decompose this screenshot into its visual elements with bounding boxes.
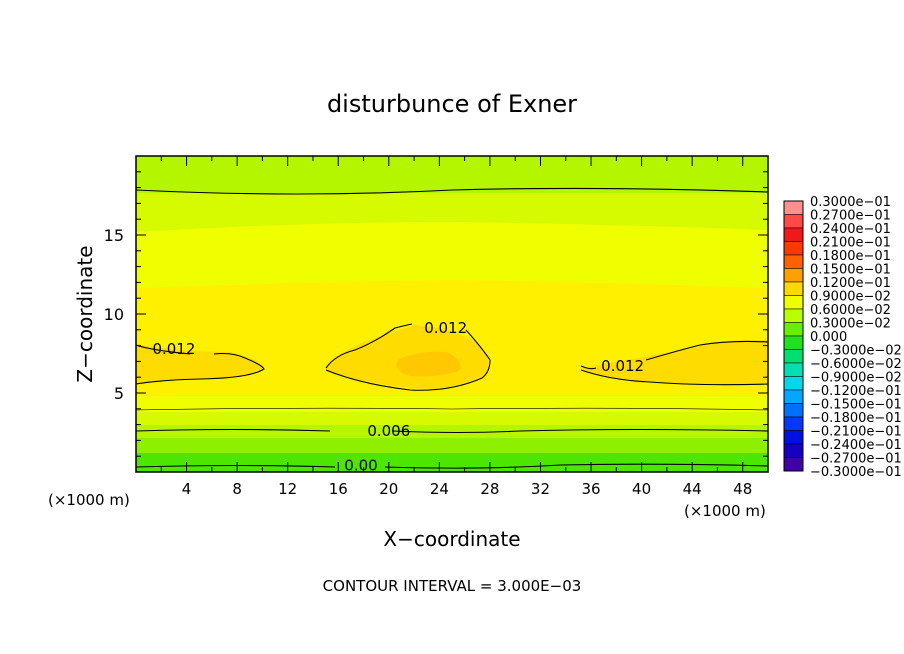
x-unit-right: (×1000 m) [684, 502, 766, 520]
x-tick-label: 32 [531, 480, 550, 498]
colorbar-swatch [783, 295, 804, 310]
colorbar: 0.3000e−010.2700e−010.2400e−010.2100e−01… [783, 195, 902, 480]
colorbar-swatch [783, 349, 804, 364]
colorbar-label: 0.2700e−01 [810, 209, 891, 224]
colorbar-label: 0.3000e−02 [810, 317, 891, 332]
colorbar-frame [783, 200, 804, 472]
colorbar-swatch [783, 200, 804, 215]
field-band-low5 [136, 453, 768, 472]
x-tick-label: 8 [232, 480, 242, 498]
colorbar-label: −0.2100e−01 [810, 425, 902, 440]
x-tick-label: 16 [329, 480, 348, 498]
contour-line [325, 323, 491, 391]
colorbar-swatch [783, 430, 804, 445]
contour-lines [136, 187, 768, 469]
x-axis: 4 8 12 16 20 24 28 32 36 40 44 48 [160, 156, 769, 498]
contour-label: 0.00 [344, 457, 377, 475]
x-tick-label: 4 [182, 480, 192, 498]
colorbar-label: 0.2400e−01 [810, 222, 891, 237]
max-region-right [581, 340, 768, 384]
contour-line [580, 340, 768, 386]
contour-line [136, 187, 768, 195]
contour-interval-footer: CONTOUR INTERVAL = 3.000E−03 [323, 577, 582, 595]
colorbar-swatch [783, 281, 804, 296]
colorbar-label: 0.3000e−01 [810, 195, 891, 210]
colorbar-swatch [783, 227, 804, 242]
colorbar-label: −0.9000e−02 [810, 371, 902, 386]
colorbar-label: 0.1200e−01 [810, 276, 891, 291]
x-tick-label: 12 [278, 480, 297, 498]
colorbar-swatch [783, 457, 804, 472]
contour-label: 0.012 [601, 357, 644, 375]
contour-field [136, 156, 768, 472]
x-tick-label: 28 [480, 480, 499, 498]
contour-label: 0.012 [152, 340, 195, 358]
y-axis-label: Z−coordinate [73, 245, 97, 382]
colorbar-swatch [783, 416, 804, 431]
chart-title: disturbunce of Exner [327, 90, 577, 118]
colorbar-swatch [783, 389, 804, 404]
colorbar-swatch [783, 443, 804, 458]
contour-label: 0.006 [367, 422, 410, 440]
colorbar-label: −0.1500e−01 [810, 398, 902, 413]
contour-line [136, 407, 768, 411]
colorbar-swatch [783, 376, 804, 391]
max-core-center [396, 351, 461, 377]
y-axis: 5 10 15 [104, 171, 768, 457]
colorbar-swatch [783, 268, 804, 283]
colorbar-swatch [783, 308, 804, 323]
colorbar-label: −0.3000e−02 [810, 344, 902, 359]
colorbar-label: −0.2700e−01 [810, 452, 902, 467]
colorbar-swatch [783, 403, 804, 418]
colorbar-label: 0.000 [810, 330, 847, 345]
colorbar-label: −0.6000e−02 [810, 357, 902, 372]
colorbar-label: −0.2400e−01 [810, 438, 902, 453]
x-tick-label: 20 [379, 480, 398, 498]
x-tick-label: 40 [632, 480, 651, 498]
y-tick-label: 5 [114, 384, 124, 403]
contour-label: 0.012 [424, 319, 467, 337]
y-tick-label: 15 [104, 226, 124, 245]
colorbar-swatch [783, 241, 804, 256]
colorbar-swatch [783, 214, 804, 229]
x-tick-label: 24 [430, 480, 449, 498]
x-unit-left: (×1000 m) [48, 491, 130, 509]
colorbar-label: 0.6000e−02 [810, 303, 891, 318]
colorbar-swatch [783, 335, 804, 350]
colorbar-swatch [783, 362, 804, 377]
colorbar-label: 0.1500e−01 [810, 263, 891, 278]
contour-labels: 0.012 0.012 0.012 0.006 0.00 [152, 319, 644, 474]
contour-line [136, 428, 768, 434]
colorbar-swatch [783, 322, 804, 337]
x-axis-label: X−coordinate [383, 527, 520, 551]
colorbar-label: −0.1800e−01 [810, 411, 902, 426]
colorbar-label: −0.1200e−01 [810, 384, 902, 399]
colorbar-swatch [783, 254, 804, 269]
colorbar-label: 0.1800e−01 [810, 249, 891, 264]
y-tick-label: 10 [104, 305, 124, 324]
colorbar-label: 0.9000e−02 [810, 290, 891, 305]
x-tick-label: 48 [733, 480, 752, 498]
contour-line [136, 463, 768, 469]
colorbar-label: −0.3000e−01 [810, 465, 902, 480]
x-tick-label: 44 [683, 480, 702, 498]
colorbar-label: 0.2100e−01 [810, 236, 891, 251]
x-tick-label: 36 [581, 480, 600, 498]
